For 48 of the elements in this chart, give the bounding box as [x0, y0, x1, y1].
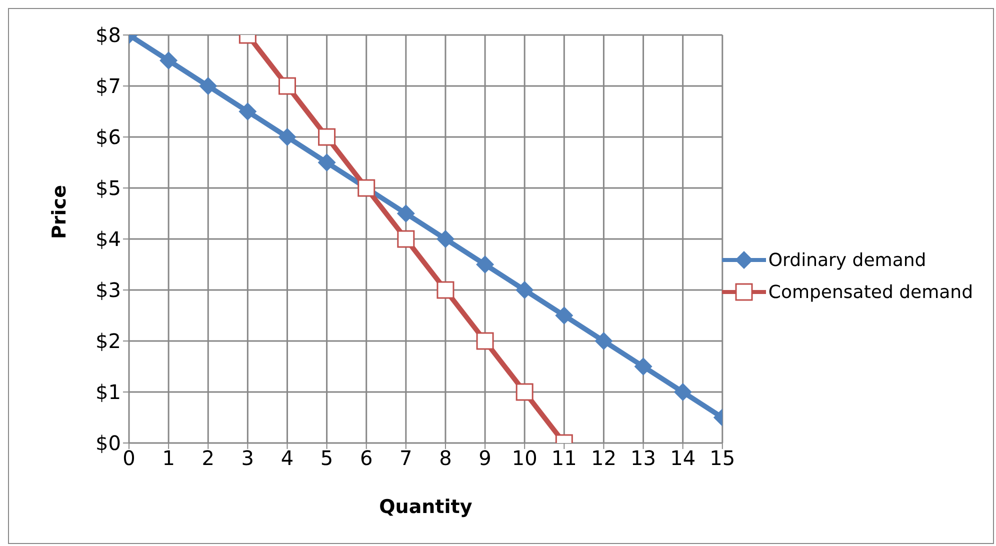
x-tick-label: 10	[512, 446, 538, 470]
y-tick-label: $1	[96, 380, 121, 404]
point	[476, 256, 494, 274]
point	[516, 281, 534, 299]
point	[594, 332, 613, 350]
point	[318, 154, 336, 172]
x-tick-label: 14	[670, 446, 696, 470]
point	[674, 383, 692, 401]
point	[199, 77, 218, 95]
point	[634, 358, 652, 376]
x-tick-label: 3	[241, 446, 254, 470]
point	[278, 128, 296, 146]
point	[238, 102, 257, 120]
x-tick-label: 13	[630, 446, 656, 470]
x-tick-label: 4	[280, 446, 294, 470]
x-tick-label: 6	[360, 446, 373, 470]
point	[396, 204, 415, 222]
point	[318, 128, 336, 146]
point	[516, 383, 534, 401]
x-axis-title: Quantity	[379, 496, 473, 518]
y-tick-label: $2	[96, 329, 121, 354]
point	[436, 281, 454, 299]
x-tick-label: 2	[202, 446, 214, 470]
x-tick-label: 11	[551, 446, 577, 470]
point	[397, 230, 415, 248]
x-tick-label: 12	[590, 446, 616, 470]
x-tick-label: 9	[478, 446, 492, 470]
y-tick-label: $0	[96, 431, 121, 456]
x-tick-label: 5	[320, 446, 334, 470]
point	[278, 77, 296, 95]
y-tick-label: $6	[96, 125, 121, 150]
point	[436, 230, 454, 248]
x-tick-label: 15	[710, 446, 736, 470]
y-tick-label: $8	[96, 23, 121, 48]
x-tick-label: 0	[122, 446, 136, 470]
point	[160, 52, 178, 70]
point	[555, 306, 574, 324]
point	[476, 332, 494, 350]
legend-label: Ordinary demand	[768, 250, 926, 270]
x-tick-label: 7	[400, 446, 412, 470]
y-tick-label: $4	[96, 227, 121, 252]
x-tick-label: 8	[439, 446, 452, 470]
y-tick-label: $5	[96, 176, 121, 200]
y-tick-label: $7	[96, 74, 121, 98]
legend-label: Compensated demand	[768, 282, 973, 302]
y-tick-label: $3	[96, 278, 121, 302]
x-tick-label: 1	[162, 446, 175, 470]
y-axis-title: Price	[48, 185, 71, 239]
